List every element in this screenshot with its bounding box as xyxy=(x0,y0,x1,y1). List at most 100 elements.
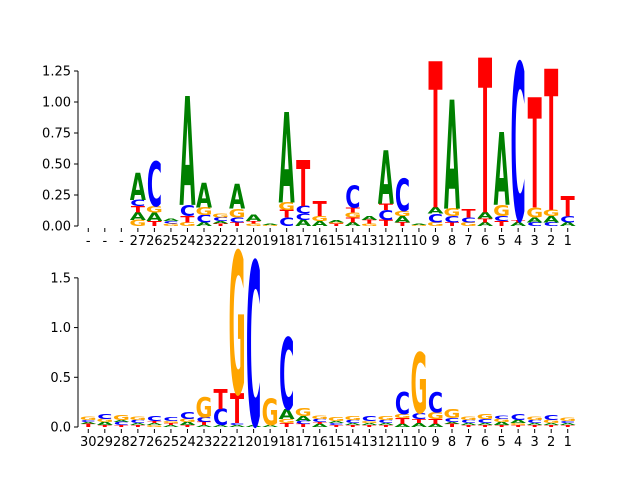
letter-g-mark: G xyxy=(361,223,378,227)
svg-text:T: T xyxy=(147,220,162,228)
letter-g-mark: G xyxy=(196,205,213,217)
y-tick-label: 0.00 xyxy=(42,220,71,235)
x-tick-label: 10 xyxy=(411,435,428,450)
svg-text:C: C xyxy=(428,387,443,419)
svg-text:G: G xyxy=(295,406,312,419)
letter-a-mark: A xyxy=(229,425,246,428)
svg-text:G: G xyxy=(162,223,179,227)
letter-t-mark: T xyxy=(313,197,327,221)
letter-a-mark: A xyxy=(560,423,577,426)
letter-c-mark: C xyxy=(213,406,228,432)
x-tick-label: 25 xyxy=(163,435,180,450)
letter-c-mark: C xyxy=(378,419,393,424)
svg-text:G: G xyxy=(196,205,213,217)
letter-g-mark: G xyxy=(96,418,113,423)
letter-t-mark: T xyxy=(147,220,162,228)
letter-c-mark: C xyxy=(147,150,162,221)
letter-t-mark: T xyxy=(544,425,558,428)
letter-a-mark: A xyxy=(444,422,461,425)
letter-a-mark: A xyxy=(345,423,362,426)
svg-text:T: T xyxy=(412,418,427,424)
svg-text:T: T xyxy=(213,384,228,416)
x-tick-label: 26 xyxy=(146,435,163,450)
svg-text:C: C xyxy=(411,411,426,421)
letter-a-mark: A xyxy=(196,425,213,428)
letter-t-mark: T xyxy=(213,223,228,227)
letter-stack-20: GTA xyxy=(245,213,262,227)
x-tick-label: - xyxy=(119,234,124,249)
letter-g-mark: G xyxy=(394,210,411,218)
letter-a-mark: A xyxy=(295,218,312,228)
svg-text:T: T xyxy=(296,423,311,428)
svg-text:C: C xyxy=(114,421,129,426)
svg-text:C: C xyxy=(229,216,244,224)
letter-stack-16: AGT xyxy=(311,197,328,228)
letter-t-mark: T xyxy=(379,202,393,212)
svg-text:G: G xyxy=(526,416,543,421)
svg-text:G: G xyxy=(477,413,494,421)
svg-text:A: A xyxy=(378,423,395,426)
letter-a-mark: A xyxy=(361,423,378,426)
letter-g-mark: G xyxy=(444,407,461,421)
letter-c-mark: C xyxy=(362,415,377,423)
x-tick-label: 14 xyxy=(345,435,362,450)
letter-t-mark: T xyxy=(395,221,410,227)
letter-g-mark: G xyxy=(477,413,494,421)
svg-text:C: C xyxy=(229,423,244,426)
x-tick-label: 14 xyxy=(345,234,362,249)
letter-t-mark: T xyxy=(528,425,542,428)
letter-t-mark: T xyxy=(180,214,194,224)
svg-text:C: C xyxy=(147,150,162,221)
svg-text:T: T xyxy=(346,216,361,224)
svg-text:T: T xyxy=(346,206,361,214)
x-tick-label: 23 xyxy=(196,435,213,450)
letter-t-mark: T xyxy=(428,418,443,426)
letter-a-mark: A xyxy=(477,423,494,426)
letter-stack-13: GTA xyxy=(361,215,378,227)
letter-c-mark: C xyxy=(345,419,360,424)
svg-text:A: A xyxy=(345,423,362,426)
svg-text:T: T xyxy=(147,421,161,424)
x-tick-label: 9 xyxy=(431,435,439,450)
svg-text:T: T xyxy=(528,69,542,244)
letter-a-mark: A xyxy=(494,421,511,426)
svg-text:G: G xyxy=(328,222,345,224)
letter-g-mark: G xyxy=(311,215,328,223)
letter-a-mark: A xyxy=(213,425,230,428)
letter-a-mark: A xyxy=(196,221,212,227)
letter-t-mark: T xyxy=(180,425,194,428)
letter-t-mark: T xyxy=(346,425,360,428)
x-tick-label: 29 xyxy=(97,435,114,450)
letter-a-mark: A xyxy=(246,213,263,223)
letter-stack-10: GA xyxy=(410,223,427,226)
letter-c-mark: C xyxy=(395,387,410,422)
x-tick-label: 17 xyxy=(295,435,312,450)
svg-text:T: T xyxy=(180,214,194,224)
x-tick-label: 2 xyxy=(547,435,555,450)
x-tick-label: 15 xyxy=(328,234,345,249)
svg-text:T: T xyxy=(114,425,128,428)
x-tick-label: 22 xyxy=(212,435,229,450)
svg-text:T: T xyxy=(478,15,492,263)
x-tick-label: 18 xyxy=(278,435,295,450)
letter-g-mark: G xyxy=(80,416,97,421)
y-tick-label: 0.5 xyxy=(50,371,71,386)
svg-text:C: C xyxy=(527,419,542,424)
svg-text:G: G xyxy=(212,213,229,219)
letter-a-mark: A xyxy=(163,218,180,222)
letter-stack-20: AC xyxy=(246,217,263,479)
svg-text:T: T xyxy=(445,221,460,227)
letter-t-mark: T xyxy=(313,422,327,425)
svg-text:A: A xyxy=(378,136,394,222)
letter-a-mark: A xyxy=(80,422,97,425)
svg-text:G: G xyxy=(262,224,279,226)
